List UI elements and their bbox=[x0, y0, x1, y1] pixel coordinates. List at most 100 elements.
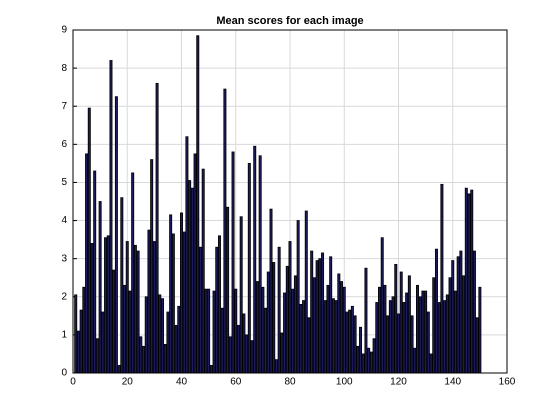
bar bbox=[180, 212, 183, 374]
bar bbox=[372, 338, 376, 374]
bar bbox=[204, 288, 208, 374]
x-tick-label: 100 bbox=[336, 377, 353, 388]
bar bbox=[158, 294, 162, 374]
bar bbox=[234, 288, 238, 374]
bar bbox=[388, 300, 392, 374]
bar bbox=[114, 96, 118, 374]
bar bbox=[451, 260, 455, 374]
bar bbox=[201, 168, 205, 374]
bar bbox=[147, 229, 151, 374]
bar bbox=[418, 296, 422, 374]
bar bbox=[440, 183, 444, 374]
y-tick-label: 8 bbox=[61, 63, 67, 74]
bar bbox=[274, 359, 278, 374]
x-tick-label: 140 bbox=[444, 377, 461, 388]
x-tick-label: 40 bbox=[176, 377, 188, 388]
bar bbox=[106, 235, 110, 374]
bar bbox=[76, 330, 80, 374]
bar bbox=[120, 197, 124, 374]
bar bbox=[340, 281, 344, 374]
bar bbox=[139, 336, 143, 374]
bar bbox=[434, 248, 438, 374]
bar bbox=[453, 290, 457, 374]
bar bbox=[429, 353, 433, 374]
bar bbox=[255, 281, 259, 374]
bar bbox=[467, 193, 471, 374]
bar bbox=[329, 256, 333, 374]
y-tick-label: 6 bbox=[61, 139, 67, 150]
bar bbox=[212, 290, 216, 374]
bar bbox=[215, 246, 219, 374]
bar bbox=[350, 305, 354, 374]
bar bbox=[391, 296, 395, 374]
bar bbox=[82, 286, 86, 374]
bar bbox=[293, 275, 297, 374]
bar bbox=[321, 252, 325, 374]
y-tick-label: 3 bbox=[61, 253, 67, 264]
x-tick-label: 20 bbox=[122, 377, 134, 388]
bar bbox=[462, 275, 466, 374]
bar bbox=[101, 311, 105, 374]
bar bbox=[302, 300, 306, 374]
bar bbox=[280, 332, 284, 374]
bar bbox=[345, 311, 349, 374]
bar bbox=[426, 311, 430, 374]
bar bbox=[131, 172, 135, 374]
bar bbox=[304, 210, 308, 374]
bar bbox=[245, 334, 249, 374]
bar bbox=[150, 159, 154, 374]
bar bbox=[166, 311, 170, 374]
bar bbox=[315, 260, 319, 374]
y-tick-label: 7 bbox=[61, 101, 67, 112]
bar bbox=[258, 155, 262, 374]
bar bbox=[432, 277, 436, 374]
bar bbox=[242, 313, 246, 374]
bar bbox=[136, 250, 140, 374]
bar bbox=[128, 290, 132, 374]
bar bbox=[163, 344, 167, 374]
bar bbox=[228, 336, 232, 374]
bar bbox=[231, 151, 235, 374]
bar bbox=[291, 288, 295, 374]
bar bbox=[90, 243, 94, 374]
bar bbox=[93, 170, 97, 374]
bar bbox=[220, 307, 224, 374]
bar bbox=[104, 237, 108, 374]
plot-frame bbox=[72, 29, 508, 374]
y-tick-label: 4 bbox=[61, 215, 67, 226]
bar bbox=[456, 256, 460, 374]
bar bbox=[142, 345, 146, 374]
bar bbox=[285, 265, 289, 374]
bar bbox=[98, 201, 102, 374]
bar bbox=[174, 324, 178, 374]
bar bbox=[399, 271, 403, 374]
bar bbox=[199, 246, 202, 374]
bar bbox=[87, 107, 91, 374]
bar bbox=[424, 290, 428, 374]
bar bbox=[326, 284, 330, 374]
bar bbox=[217, 235, 221, 374]
bar bbox=[464, 187, 468, 374]
bar bbox=[190, 187, 194, 374]
bar bbox=[152, 241, 156, 374]
bar bbox=[264, 307, 268, 374]
bar bbox=[334, 300, 338, 374]
bar bbox=[405, 292, 409, 374]
bar bbox=[312, 277, 316, 374]
bar bbox=[413, 347, 417, 374]
x-tick-label: 160 bbox=[499, 377, 516, 388]
bar bbox=[123, 284, 127, 374]
bar bbox=[169, 214, 173, 374]
bar bbox=[277, 246, 281, 374]
bar bbox=[369, 351, 373, 374]
chart-title: Mean scores for each image bbox=[216, 15, 363, 27]
bar bbox=[318, 258, 322, 374]
bar bbox=[380, 237, 384, 374]
bar bbox=[448, 277, 452, 374]
bar bbox=[223, 88, 227, 374]
bar bbox=[407, 275, 411, 374]
bar bbox=[342, 286, 346, 374]
bar bbox=[133, 244, 137, 374]
bar bbox=[353, 315, 357, 374]
y-tick-label: 1 bbox=[61, 330, 67, 341]
